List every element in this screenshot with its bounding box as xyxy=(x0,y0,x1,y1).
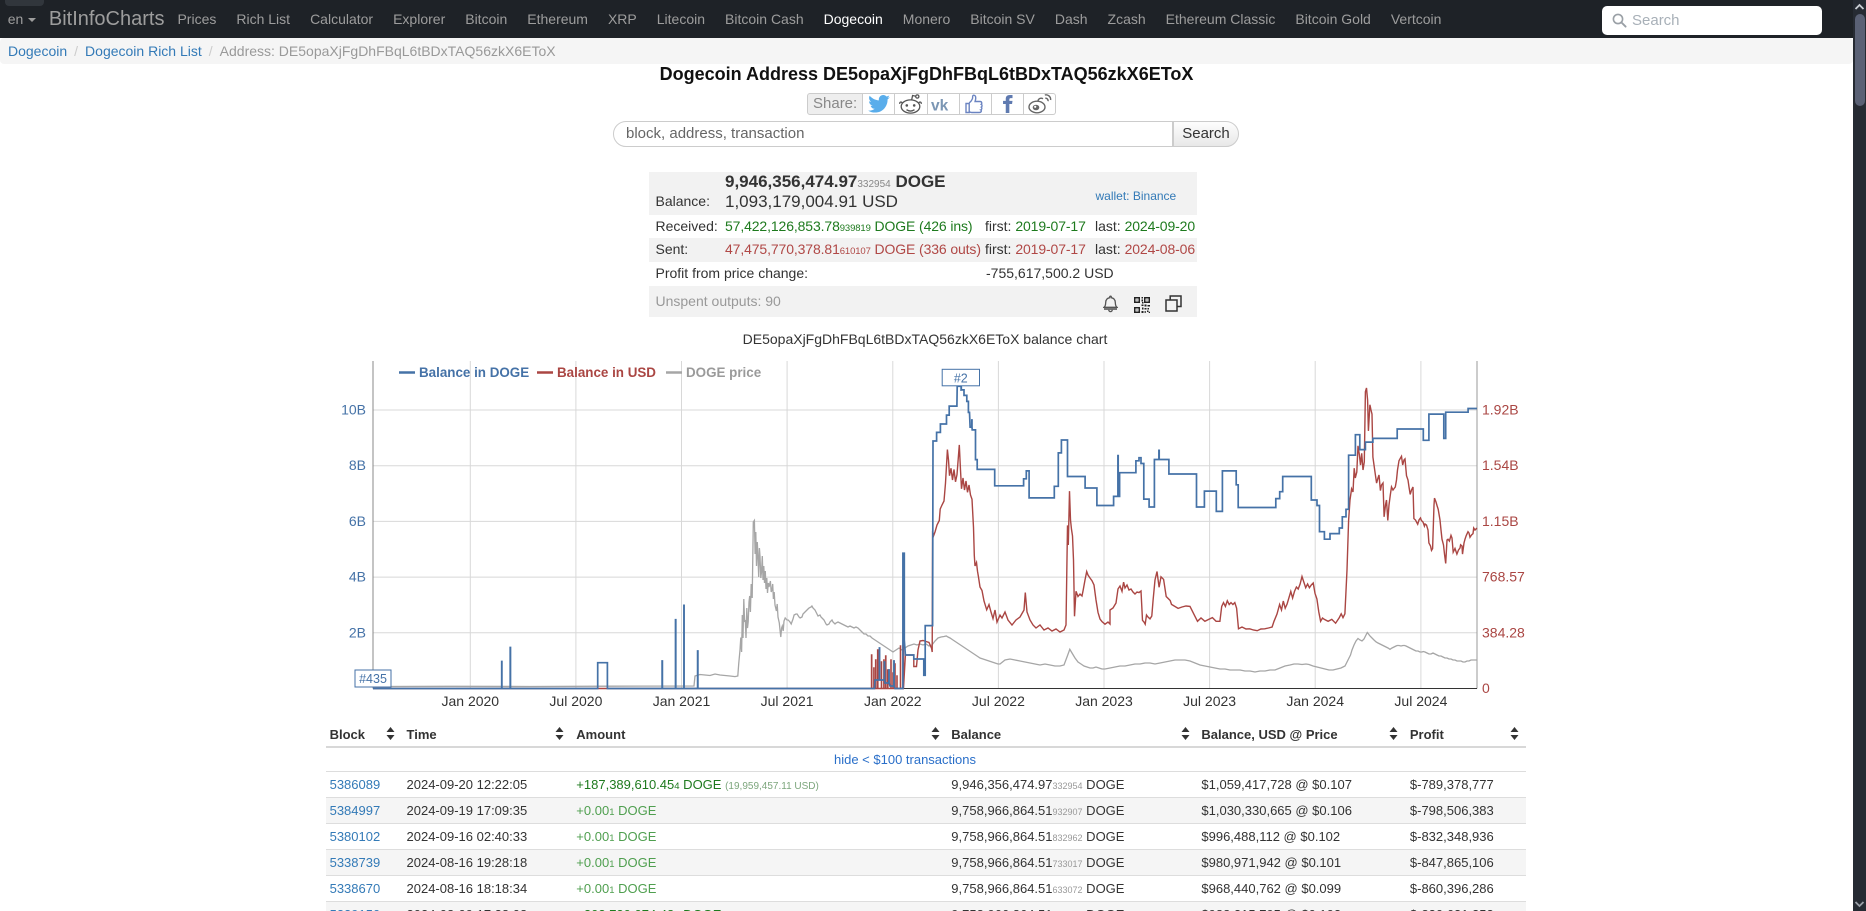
svg-text:Jul 2024: Jul 2024 xyxy=(1394,693,1447,709)
svg-text:#435: #435 xyxy=(359,672,387,686)
svg-text:Jan 2024: Jan 2024 xyxy=(1286,693,1344,709)
svg-text:1.15B: 1.15B xyxy=(1482,513,1519,529)
svg-text:Jan 2023: Jan 2023 xyxy=(1075,693,1133,709)
svg-text:8B: 8B xyxy=(349,457,366,473)
svg-text:Jul 2020: Jul 2020 xyxy=(549,693,602,709)
svg-text:2B: 2B xyxy=(349,624,366,640)
svg-text:Balance in USD: Balance in USD xyxy=(557,365,656,380)
svg-text:Jan 2021: Jan 2021 xyxy=(653,693,711,709)
svg-text:1.92B: 1.92B xyxy=(1482,402,1519,418)
svg-text:Jul 2023: Jul 2023 xyxy=(1183,693,1236,709)
svg-text:vk: vk xyxy=(931,97,949,112)
svg-text:10B: 10B xyxy=(341,402,366,418)
svg-text:Balance in DOGE: Balance in DOGE xyxy=(419,365,529,380)
svg-text:Jul 2022: Jul 2022 xyxy=(972,693,1025,709)
svg-text:Jan 2022: Jan 2022 xyxy=(864,693,922,709)
svg-text:DOGE price: DOGE price xyxy=(686,365,761,380)
svg-text:Jul 2021: Jul 2021 xyxy=(761,693,814,709)
svg-text:Jan 2020: Jan 2020 xyxy=(441,693,499,709)
svg-text:1.54B: 1.54B xyxy=(1482,457,1519,473)
svg-text:0: 0 xyxy=(1482,680,1490,696)
svg-text:4B: 4B xyxy=(349,569,366,585)
svg-text:DE5opaXjFgDhFBqL6tBDxTAQ56zkX6: DE5opaXjFgDhFBqL6tBDxTAQ56zkX6EToX balan… xyxy=(743,331,1108,347)
svg-text:6B: 6B xyxy=(349,513,366,529)
svg-text:384.28: 384.28 xyxy=(1482,624,1525,640)
svg-text:768.57: 768.57 xyxy=(1482,569,1525,585)
svg-text:#2: #2 xyxy=(954,371,968,385)
